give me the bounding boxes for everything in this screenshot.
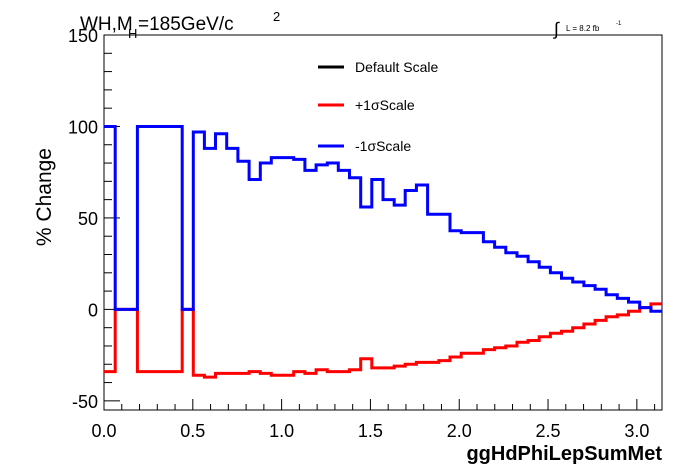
series-line-1 xyxy=(104,302,663,379)
x-tick-label: 1.5 xyxy=(358,421,383,441)
y-tick-label: 100 xyxy=(68,117,98,137)
x-tick-label: 3.0 xyxy=(624,421,649,441)
chart-title-rest: =185GeV/c xyxy=(138,14,234,35)
x-tick-label: 0.5 xyxy=(180,421,205,441)
integral-symbol: ∫ xyxy=(552,19,560,39)
series-line-2 xyxy=(104,125,663,313)
y-tick-label: 150 xyxy=(68,26,98,46)
series-group xyxy=(104,125,663,379)
legend-label-plus-1-sigma: +1σScale xyxy=(355,97,415,113)
x-tick-label: 2.0 xyxy=(447,421,472,441)
axes: 0.0 0.5 1.0 1.5 2.0 2.5 3.0 -50 0 50 100 150 xyxy=(68,26,656,441)
chart-title-superscript: 2 xyxy=(273,9,280,24)
chart-title-subscript: H xyxy=(128,26,137,41)
chart-title-main: WH,M xyxy=(80,14,133,35)
luminosity-unit-superscript: -1 xyxy=(616,21,622,27)
y-tick-label: 50 xyxy=(78,209,98,229)
y-tick-label: -50 xyxy=(72,392,98,412)
legend-label-minus-1-sigma: -1σScale xyxy=(355,138,411,154)
x-tick-label: 2.5 xyxy=(536,421,561,441)
plot-frame xyxy=(103,34,663,411)
x-tick-label: 0.0 xyxy=(91,421,116,441)
luminosity-label: L = 8.2 fb xyxy=(566,24,600,33)
y-tick-label: 0 xyxy=(88,300,98,320)
x-axis-title: ggHdPhiLepSumMet xyxy=(466,443,662,465)
x-tick-label: 1.0 xyxy=(269,421,294,441)
y-axis-title: % Change xyxy=(33,148,56,246)
legend: Default Scale +1σScale -1σScale xyxy=(318,59,438,154)
legend-label-default-scale: Default Scale xyxy=(355,59,438,75)
